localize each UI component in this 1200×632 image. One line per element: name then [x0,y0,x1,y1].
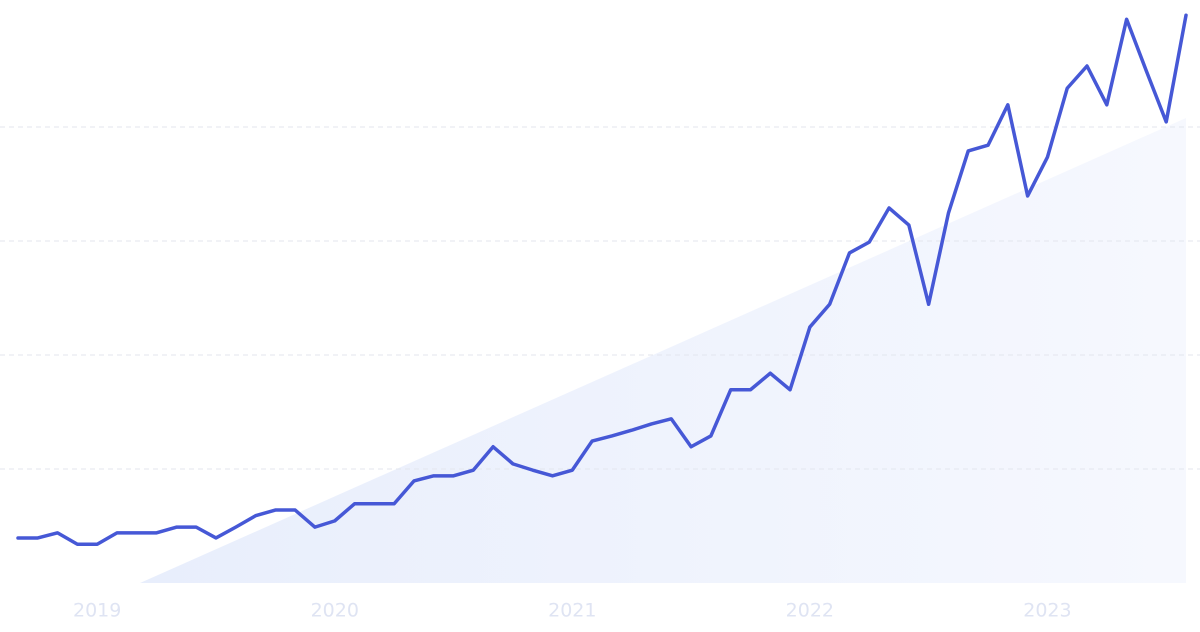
trend-line [16,13,1188,546]
background-wedge [140,118,1186,583]
x-tick-label: 2021 [548,600,596,622]
x-tick-label: 2019 [73,600,121,622]
x-tick-label: 2020 [311,600,359,622]
x-tick-label: 2023 [1023,600,1071,622]
x-tick-label: 2022 [786,600,834,622]
